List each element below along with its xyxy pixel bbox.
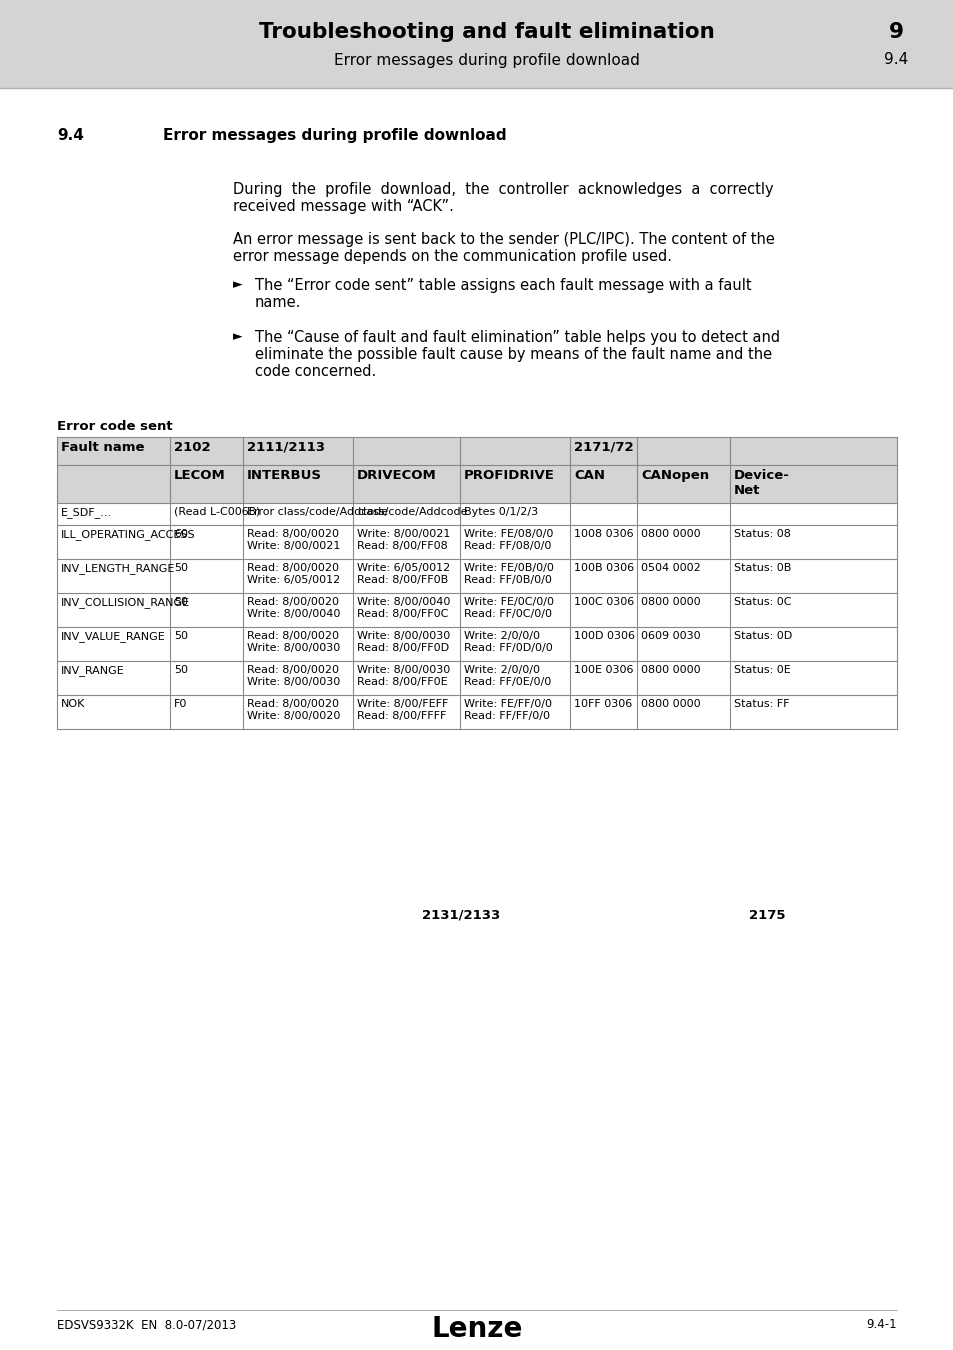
Text: 50: 50: [173, 666, 188, 675]
Text: 0800 0000: 0800 0000: [640, 529, 700, 539]
Text: 100C 0306: 100C 0306: [574, 597, 634, 608]
Text: class/code/Addcode: class/code/Addcode: [356, 508, 467, 517]
Text: 2171/72: 2171/72: [574, 441, 633, 454]
Text: 2111/2113: 2111/2113: [247, 441, 325, 454]
Text: 50: 50: [173, 563, 188, 572]
Text: INV_VALUE_RANGE: INV_VALUE_RANGE: [61, 630, 166, 641]
Text: EDSVS9332K  EN  8.0-07/2013: EDSVS9332K EN 8.0-07/2013: [57, 1318, 236, 1331]
Bar: [57, 437, 896, 504]
Text: eliminate the possible fault cause by means of the fault name and the: eliminate the possible fault cause by me…: [254, 347, 771, 362]
Text: 2175: 2175: [748, 909, 784, 922]
Text: Write: 8/00/0021
Read: 8/00/FF08: Write: 8/00/0021 Read: 8/00/FF08: [356, 529, 450, 551]
Text: Status: 08: Status: 08: [733, 529, 790, 539]
Text: Read: 8/00/0020
Write: 8/00/0020: Read: 8/00/0020 Write: 8/00/0020: [247, 699, 340, 721]
Text: Error messages during profile download: Error messages during profile download: [163, 128, 506, 143]
Text: 100E 0306: 100E 0306: [574, 666, 633, 675]
Text: received message with “ACK”.: received message with “ACK”.: [233, 198, 454, 215]
Text: The “Error code sent” table assigns each fault message with a fault: The “Error code sent” table assigns each…: [254, 278, 751, 293]
Text: Write: 8/00/0030
Read: 8/00/FF0D: Write: 8/00/0030 Read: 8/00/FF0D: [356, 630, 450, 652]
Text: Status: 0B: Status: 0B: [733, 563, 791, 572]
Text: Write: FE/0B/0/0
Read: FF/0B/0/0: Write: FE/0B/0/0 Read: FF/0B/0/0: [463, 563, 554, 585]
Text: Status: 0D: Status: 0D: [733, 630, 791, 641]
Text: Write: 8/00/FEFF
Read: 8/00/FFFF: Write: 8/00/FEFF Read: 8/00/FFFF: [356, 699, 448, 721]
Text: Read: 8/00/0020
Write: 8/00/0030: Read: 8/00/0020 Write: 8/00/0030: [247, 666, 340, 687]
Text: The “Cause of fault and fault elimination” table helps you to detect and: The “Cause of fault and fault eliminatio…: [254, 329, 780, 346]
Text: Troubleshooting and fault elimination: Troubleshooting and fault elimination: [259, 22, 714, 42]
Text: 2131/2133: 2131/2133: [422, 909, 500, 922]
Text: ILL_OPERATING_ACCESS: ILL_OPERATING_ACCESS: [61, 529, 195, 540]
Text: Write: 2/0/0/0
Read: FF/0D/0/0: Write: 2/0/0/0 Read: FF/0D/0/0: [463, 630, 552, 652]
Text: Read: 8/00/0020
Write: 8/00/0030: Read: 8/00/0020 Write: 8/00/0030: [247, 630, 340, 652]
Text: Error messages during profile download: Error messages during profile download: [334, 53, 639, 68]
Text: Status: 0E: Status: 0E: [733, 666, 790, 675]
Text: Write: FE/0C/0/0
Read: FF/0C/0/0: Write: FE/0C/0/0 Read: FF/0C/0/0: [463, 597, 554, 618]
Text: error message depends on the communication profile used.: error message depends on the communicati…: [233, 248, 671, 265]
Text: 0504 0002: 0504 0002: [640, 563, 700, 572]
Text: NOK: NOK: [61, 699, 85, 709]
Text: INTERBUS: INTERBUS: [247, 468, 322, 482]
Text: 9: 9: [887, 22, 902, 42]
Text: INV_COLLISION_RANGE: INV_COLLISION_RANGE: [61, 597, 190, 608]
Text: Write: FE/FF/0/0
Read: FF/FF/0/0: Write: FE/FF/0/0 Read: FF/FF/0/0: [463, 699, 552, 721]
Text: 0800 0000: 0800 0000: [640, 666, 700, 675]
Text: Fault name: Fault name: [61, 441, 144, 454]
Text: Write: 8/00/0030
Read: 8/00/FF0E: Write: 8/00/0030 Read: 8/00/FF0E: [356, 666, 450, 687]
Text: E_SDF_...: E_SDF_...: [61, 508, 112, 518]
Text: Error class/code/Addcode: Error class/code/Addcode: [247, 508, 388, 517]
Text: 50: 50: [173, 597, 188, 608]
Text: Write: 8/00/0040
Read: 8/00/FF0C: Write: 8/00/0040 Read: 8/00/FF0C: [356, 597, 450, 618]
Text: ►: ►: [233, 329, 242, 343]
Text: An error message is sent back to the sender (PLC/IPC). The content of the: An error message is sent back to the sen…: [233, 232, 774, 247]
Text: Error code sent: Error code sent: [57, 420, 172, 433]
Text: INV_LENGTH_RANGE: INV_LENGTH_RANGE: [61, 563, 175, 574]
Text: 2102: 2102: [173, 441, 211, 454]
Text: F0: F0: [173, 699, 187, 709]
Text: 100B 0306: 100B 0306: [574, 563, 634, 572]
Text: 9.4: 9.4: [882, 53, 907, 68]
Text: 9.4: 9.4: [57, 128, 84, 143]
Text: code concerned.: code concerned.: [254, 364, 375, 379]
Text: Read: 8/00/0020
Write: 8/00/0021: Read: 8/00/0020 Write: 8/00/0021: [247, 529, 340, 551]
Text: 1008 0306: 1008 0306: [574, 529, 633, 539]
Text: CAN: CAN: [574, 468, 604, 482]
Text: name.: name.: [254, 296, 301, 310]
Text: 10FF 0306: 10FF 0306: [574, 699, 632, 709]
Text: 60: 60: [173, 529, 188, 539]
Text: (Read L-C0068): (Read L-C0068): [173, 508, 260, 517]
Text: Status: FF: Status: FF: [733, 699, 789, 709]
Text: INV_RANGE: INV_RANGE: [61, 666, 125, 676]
Text: LECOM: LECOM: [173, 468, 226, 482]
Text: 50: 50: [173, 630, 188, 641]
Text: Status: 0C: Status: 0C: [733, 597, 791, 608]
Text: PROFIDRIVE: PROFIDRIVE: [463, 468, 555, 482]
Text: 0609 0030: 0609 0030: [640, 630, 700, 641]
Text: Bytes 0/1/2/3: Bytes 0/1/2/3: [463, 508, 537, 517]
Text: Write: 6/05/0012
Read: 8/00/FF0B: Write: 6/05/0012 Read: 8/00/FF0B: [356, 563, 450, 585]
Text: 0800 0000: 0800 0000: [640, 699, 700, 709]
Text: Write: 2/0/0/0
Read: FF/0E/0/0: Write: 2/0/0/0 Read: FF/0E/0/0: [463, 666, 551, 687]
Text: 0800 0000: 0800 0000: [640, 597, 700, 608]
Text: 100D 0306: 100D 0306: [574, 630, 635, 641]
Text: Write: FE/08/0/0
Read: FF/08/0/0: Write: FE/08/0/0 Read: FF/08/0/0: [463, 529, 553, 551]
Text: During  the  profile  download,  the  controller  acknowledges  a  correctly: During the profile download, the control…: [233, 182, 773, 197]
Text: CANopen: CANopen: [640, 468, 708, 482]
Text: DRIVECOM: DRIVECOM: [356, 468, 436, 482]
Text: ►: ►: [233, 278, 242, 292]
Text: 9.4-1: 9.4-1: [865, 1318, 896, 1331]
Text: Device-
Net: Device- Net: [733, 468, 789, 497]
Bar: [0, 0, 953, 88]
Text: Read: 8/00/0020
Write: 6/05/0012: Read: 8/00/0020 Write: 6/05/0012: [247, 563, 340, 585]
Text: Read: 8/00/0020
Write: 8/00/0040: Read: 8/00/0020 Write: 8/00/0040: [247, 597, 340, 618]
Text: Lenze: Lenze: [431, 1315, 522, 1343]
